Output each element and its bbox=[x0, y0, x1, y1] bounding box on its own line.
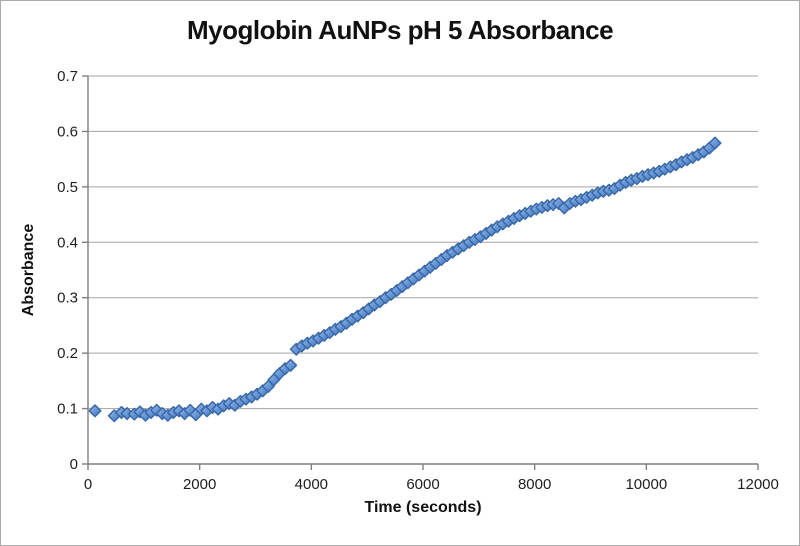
data-point-marker bbox=[552, 196, 566, 210]
data-point-marker bbox=[284, 358, 298, 372]
x-tick-label: 10000 bbox=[625, 476, 667, 493]
data-point-marker bbox=[708, 136, 722, 150]
x-tick-label: 8000 bbox=[518, 476, 551, 493]
x-tick-label: 6000 bbox=[406, 476, 439, 493]
x-tick-label: 2000 bbox=[183, 476, 216, 493]
x-axis-title: Time (seconds) bbox=[364, 499, 482, 516]
y-tick-label: 0.4 bbox=[57, 234, 78, 251]
y-tick-label: 0.7 bbox=[57, 68, 78, 85]
x-tick-label: 4000 bbox=[295, 476, 328, 493]
y-tick-label: 0.6 bbox=[57, 123, 78, 140]
y-tick-label: 0 bbox=[70, 456, 78, 473]
x-tick-label: 0 bbox=[84, 476, 92, 493]
data-point-marker bbox=[88, 404, 102, 418]
x-tick-label: 12000 bbox=[737, 476, 779, 493]
y-tick-label: 0.5 bbox=[57, 179, 78, 196]
y-tick-label: 0.1 bbox=[57, 401, 78, 418]
y-tick-label: 0.3 bbox=[57, 290, 78, 307]
y-tick-label: 0.2 bbox=[57, 345, 78, 362]
chart-title: Myoglobin AuNPs pH 5 Absorbance bbox=[186, 15, 614, 45]
